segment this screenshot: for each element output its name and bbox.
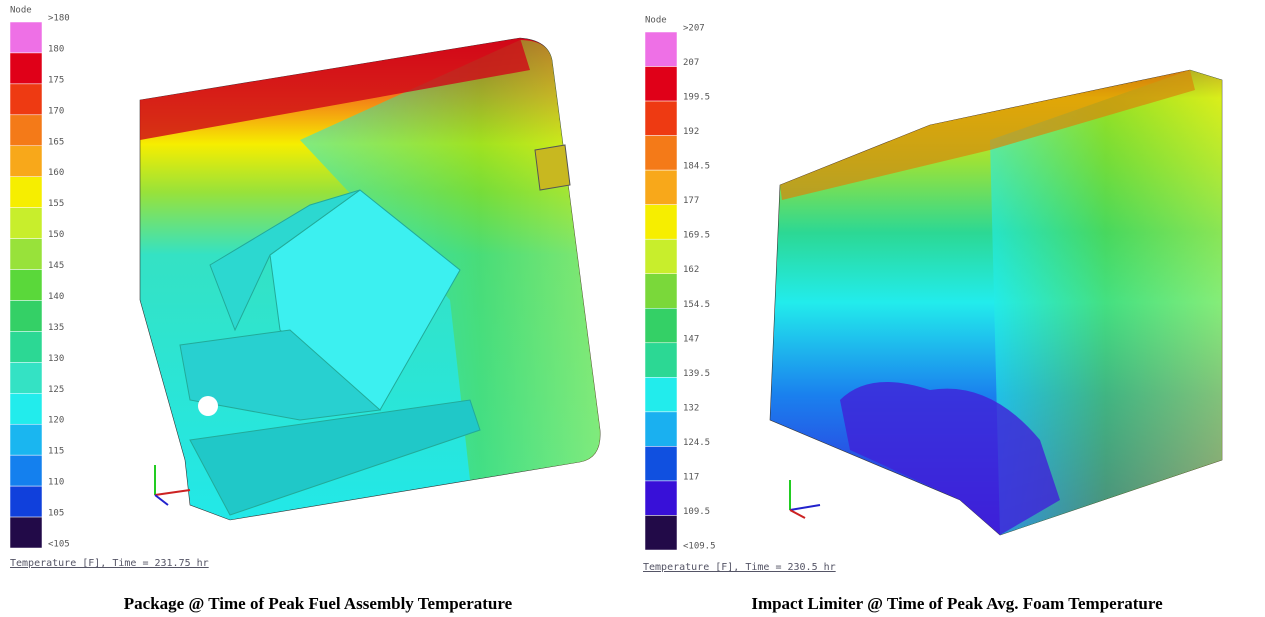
legend-label: 109.5 xyxy=(683,507,710,517)
legend-label: 120 xyxy=(48,416,64,426)
legend-swatch xyxy=(645,170,677,205)
right-model xyxy=(770,70,1222,535)
legend-swatch xyxy=(645,239,677,274)
legend-label: 115 xyxy=(48,447,64,457)
legend-label: 177 xyxy=(683,196,699,206)
legend-swatch xyxy=(645,136,677,171)
legend-swatch xyxy=(645,308,677,343)
legend-label: 132 xyxy=(683,403,699,413)
figure: Node >180 180 175 170 165 160 155 150 145 140 135 13… xyxy=(0,0,1265,617)
legend-label: 165 xyxy=(48,137,64,147)
legend-label: 199.5 xyxy=(683,93,710,103)
legend-label: 184.5 xyxy=(683,162,710,172)
legend-label: 155 xyxy=(48,199,64,209)
legend-swatch xyxy=(10,331,42,362)
legend-swatch xyxy=(645,377,677,412)
legend-swatch xyxy=(10,486,42,517)
legend: Node >180 180 175 170 165 160 155 150 145 140 135 13… xyxy=(10,6,70,550)
legend-label: 207 xyxy=(683,58,699,68)
legend-swatch xyxy=(645,32,677,67)
legend-swatch xyxy=(10,270,42,301)
footer: Temperature [F], Time = 230.5 hr xyxy=(643,562,836,573)
legend-swatch xyxy=(645,101,677,136)
legend-label: <105 xyxy=(48,540,70,550)
legend-title: Node xyxy=(645,16,667,26)
legend-swatch xyxy=(10,84,42,115)
legend-label: 139.5 xyxy=(683,369,710,379)
legend-swatch xyxy=(10,455,42,486)
legend-label: 162 xyxy=(683,265,699,275)
legend-swatch xyxy=(645,481,677,516)
legend-swatch xyxy=(645,412,677,447)
legend-label: 170 xyxy=(48,106,64,116)
caption: Package @ Time of Peak Fuel Assembly Tem… xyxy=(124,594,513,613)
legend-swatch xyxy=(10,393,42,424)
legend-title: Node xyxy=(10,6,32,16)
legend-swatch xyxy=(645,343,677,378)
legend-swatch xyxy=(10,146,42,177)
legend-label: >207 xyxy=(683,24,705,34)
legend-swatch xyxy=(10,53,42,84)
legend-swatch xyxy=(10,115,42,146)
legend-label: 169.5 xyxy=(683,231,710,241)
legend-label: 140 xyxy=(48,292,64,302)
legend-swatch xyxy=(10,177,42,208)
left-model xyxy=(140,38,600,520)
legend-swatch xyxy=(10,300,42,331)
legend-swatch xyxy=(10,22,42,53)
legend-label: 160 xyxy=(48,168,64,178)
legend-swatch xyxy=(10,424,42,455)
legend-label: 175 xyxy=(48,75,64,85)
legend-label: 154.5 xyxy=(683,300,710,310)
legend: Node >207 207 199.5 192 184.5 177 169.5 162 154.5… xyxy=(645,16,716,552)
legend-label: 180 xyxy=(48,44,64,54)
legend-label: 145 xyxy=(48,261,64,271)
legend-swatch xyxy=(10,362,42,393)
legend-swatch xyxy=(10,239,42,270)
legend-swatch xyxy=(10,208,42,239)
caption: Impact Limiter @ Time of Peak Avg. Foam … xyxy=(751,594,1163,613)
legend-label: 110 xyxy=(48,478,64,488)
legend-label: 124.5 xyxy=(683,438,710,448)
footer: Temperature [F], Time = 231.75 hr xyxy=(10,558,209,569)
legend-swatch xyxy=(645,274,677,309)
legend-label: 117 xyxy=(683,472,699,482)
legend-label: 147 xyxy=(683,334,699,344)
legend-label: >180 xyxy=(48,14,70,24)
legend-label: 135 xyxy=(48,323,64,333)
legend-swatch xyxy=(10,517,42,548)
legend-label: 125 xyxy=(48,385,64,395)
legend-swatch xyxy=(645,205,677,240)
legend-swatch xyxy=(645,515,677,550)
legend-label: 192 xyxy=(683,127,699,137)
legend-label: <109.5 xyxy=(683,542,716,552)
legend-label: 130 xyxy=(48,354,64,364)
legend-swatch xyxy=(645,446,677,481)
legend-label: 105 xyxy=(48,509,64,519)
legend-label: 150 xyxy=(48,230,64,240)
legend-swatch xyxy=(645,67,677,102)
